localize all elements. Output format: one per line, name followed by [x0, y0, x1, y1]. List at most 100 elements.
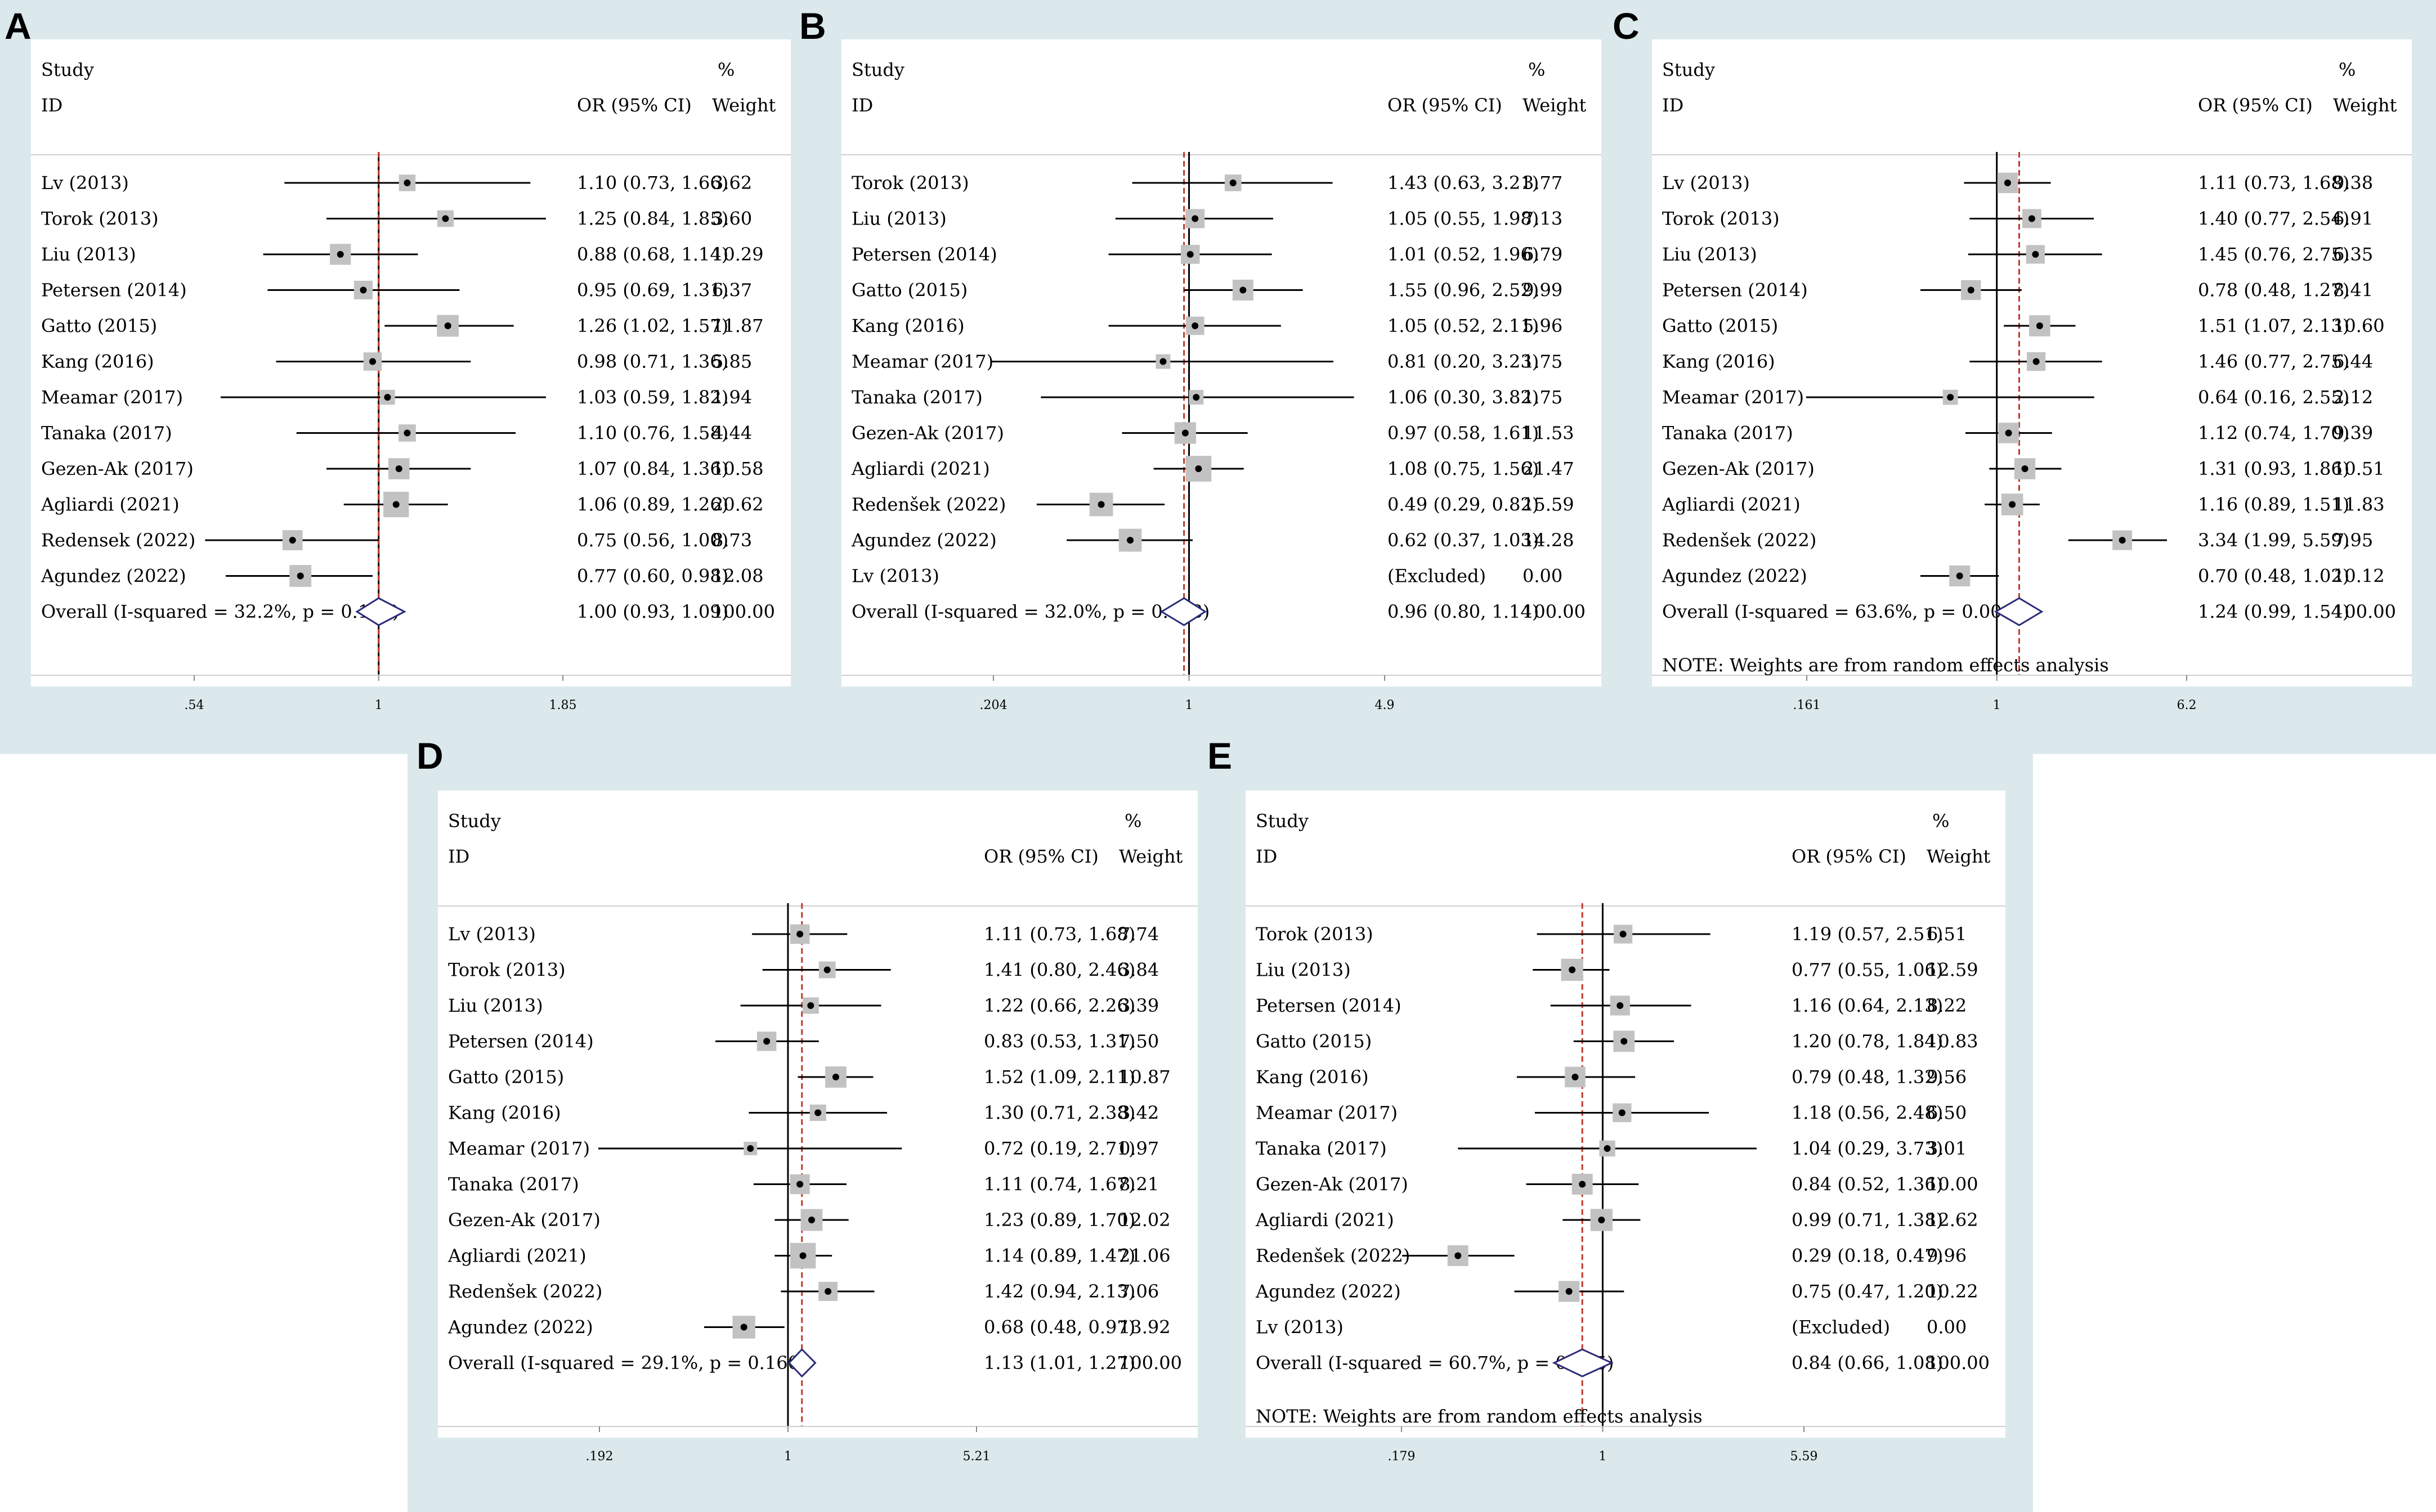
study-point	[1181, 429, 1189, 437]
x-tick-label: 5.21	[963, 1450, 991, 1464]
study-weight: 14.28	[1522, 530, 1574, 551]
study-or-ci: 1.31 (0.93, 1.86)	[2198, 458, 2349, 479]
study-or-ci: 1.11 (0.74, 1.67)	[984, 1174, 1135, 1195]
study-weight: 3.42	[1119, 1102, 1159, 1124]
study-point	[395, 465, 402, 472]
study-point	[444, 322, 451, 329]
header-or-ci: OR (95% CI)	[1387, 95, 1502, 116]
header-percent: %	[1932, 810, 1949, 832]
study-point	[2028, 215, 2035, 222]
study-or-ci: 0.75 (0.56, 1.00)	[577, 530, 728, 551]
study-or-ci: 1.10 (0.73, 1.66)	[577, 172, 728, 194]
study-label: Gezen-Ak (2017)	[448, 1209, 601, 1231]
header-id: ID	[852, 95, 873, 116]
study-point	[1193, 394, 1200, 401]
study-or-ci: 0.49 (0.29, 0.82)	[1387, 494, 1539, 515]
header-weight: Weight	[1522, 95, 1587, 116]
study-point	[1619, 931, 1627, 937]
study-or-ci: 1.16 (0.64, 2.13)	[1792, 995, 1943, 1016]
study-label: Agliardi (2021)	[851, 458, 990, 479]
study-or-ci: 0.77 (0.60, 0.98)	[577, 566, 728, 587]
x-tick-label: 1	[784, 1450, 792, 1464]
study-or-ci: 1.23 (0.89, 1.70)	[984, 1209, 1135, 1231]
study-or-ci: 1.11 (0.73, 1.68)	[984, 923, 1135, 945]
study-or-ci: 1.20 (0.78, 1.84)	[1792, 1031, 1943, 1052]
study-label: Tanaka (2017)	[1256, 1138, 1387, 1159]
study-or-ci: 0.29 (0.18, 0.47)	[1792, 1245, 1943, 1267]
header-or-ci: OR (95% CI)	[984, 846, 1099, 867]
header-id: ID	[41, 95, 62, 116]
overall-diamond	[1159, 597, 1207, 626]
study-weight: 21.06	[1119, 1245, 1171, 1267]
study-or-ci: 1.07 (0.84, 1.36)	[577, 458, 728, 479]
study-point	[404, 180, 411, 186]
study-point	[404, 429, 411, 437]
study-label: Gezen-Ak (2017)	[1256, 1174, 1408, 1195]
study-point	[1579, 1181, 1586, 1188]
study-weight: 2.12	[2333, 387, 2373, 408]
study-point	[740, 1323, 747, 1331]
study-label: Liu (2013)	[41, 244, 136, 265]
overall-or-ci: 0.96 (0.80, 1.14)	[1387, 601, 1539, 622]
overall-diamond	[355, 597, 406, 626]
overall-label: Overall (I-squared = 63.6%, p = 0.001)	[1662, 601, 2020, 622]
study-weight: 12.62	[1927, 1209, 1978, 1231]
study-label: Petersen (2014)	[41, 280, 187, 301]
header-id: ID	[448, 846, 469, 867]
study-or-ci: 0.78 (0.48, 1.27)	[2198, 280, 2349, 301]
x-tick-label: .54	[185, 698, 204, 712]
study-weight: 7.95	[2333, 530, 2373, 551]
study-point	[796, 931, 804, 937]
study-point	[1229, 180, 1237, 186]
study-point	[808, 1217, 815, 1223]
study-or-ci: 1.52 (1.09, 2.11)	[984, 1066, 1135, 1088]
study-or-ci: 1.01 (0.52, 1.96)	[1387, 244, 1539, 265]
study-weight: 9.99	[1522, 280, 1562, 301]
header-or-ci: OR (95% CI)	[2198, 95, 2313, 116]
x-tick-label: .161	[1793, 698, 1821, 712]
study-label: Agliardi (2021)	[447, 1245, 586, 1267]
study-weight: 7.13	[1522, 208, 1562, 230]
study-point	[1956, 572, 1963, 580]
study-or-ci: 1.55 (0.96, 2.52)	[1387, 280, 1539, 301]
study-or-ci: 0.77 (0.55, 1.06)	[1792, 959, 1943, 981]
study-point	[747, 1145, 754, 1152]
study-point	[799, 1252, 807, 1259]
plot-area-b	[841, 39, 1601, 687]
study-point	[369, 358, 377, 365]
study-label: Gezen-Ak (2017)	[41, 458, 194, 479]
study-point	[1616, 1002, 1624, 1009]
x-tick-label: 5.59	[1790, 1450, 1818, 1464]
study-label: Liu (2013)	[448, 995, 543, 1016]
study-label: Meamar (2017)	[448, 1138, 590, 1159]
study-weight: 3.84	[1119, 959, 1159, 981]
study-label: Redenšek (2022)	[1662, 530, 1816, 551]
header-weight: Weight	[1119, 846, 1183, 867]
study-point	[1569, 966, 1576, 973]
study-weight: 6.91	[2333, 208, 2373, 230]
study-weight: 10.60	[2333, 315, 2385, 337]
study-or-ci: 1.04 (0.29, 3.73)	[1792, 1138, 1943, 1159]
study-weight: 0.00	[1927, 1317, 1967, 1338]
study-weight: 3.62	[712, 172, 752, 194]
overall-weight: 100.00	[2333, 601, 2396, 622]
study-or-ci: 0.99 (0.71, 1.38)	[1792, 1209, 1943, 1231]
study-or-ci: 1.26 (1.02, 1.57)	[577, 315, 728, 337]
overall-or-ci: 0.84 (0.66, 1.08)	[1792, 1352, 1943, 1374]
study-weight: 0.00	[1522, 566, 1562, 587]
study-point	[337, 251, 344, 258]
study-point	[825, 1288, 832, 1295]
study-weight: 10.29	[712, 244, 764, 265]
study-point	[2021, 465, 2028, 472]
overall-diamond	[1994, 597, 2044, 626]
study-point	[1192, 322, 1199, 329]
study-label: Liu (2013)	[1662, 244, 1757, 265]
study-point	[1098, 501, 1105, 508]
study-point	[807, 1002, 814, 1009]
study-point	[2032, 358, 2040, 365]
study-label: Tanaka (2017)	[1662, 423, 1793, 444]
study-or-ci: 1.03 (0.59, 1.82)	[577, 387, 728, 408]
